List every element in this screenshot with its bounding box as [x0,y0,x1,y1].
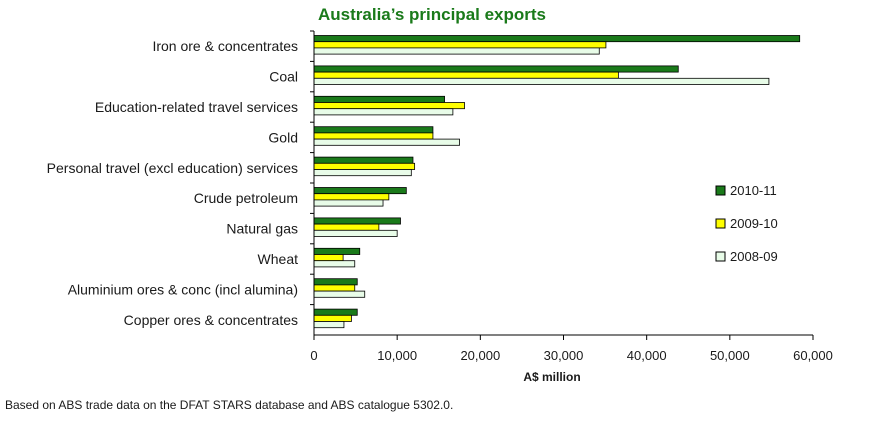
category-label: Aluminium ores & conc (incl alumina) [68,281,298,297]
x-tick-label: 50,000 [710,348,750,363]
category-label: Crude petroleum [194,190,298,206]
bar-gold-2009-10 [313,132,434,140]
bar-personal-travel-excl-education-services-2008-09 [313,169,412,177]
bar-coal-2008-09 [313,77,770,85]
bar-aluminium-ores-conc-incl-alumina-2008-09 [313,290,366,298]
x-tick-label: 60,000 [793,348,833,363]
bar-education-related-travel-services-2009-10 [313,102,465,110]
category-label: Gold [268,129,298,145]
category-label: Iron ore & concentrates [152,38,298,54]
bar-copper-ores-concentrates-2009-10 [313,314,352,322]
bar-gold-2008-09 [313,138,460,146]
source-footnote: Based on ABS trade data on the DFAT STAR… [5,398,454,412]
bar-education-related-travel-services-2008-09 [313,108,454,116]
bar-iron-ore-concentrates-2008-09 [313,47,600,55]
x-tick-label: 40,000 [627,348,667,363]
x-tick-label: 0 [310,348,317,363]
category-label: Copper ores & concentrates [124,312,298,328]
bar-wheat-2009-10 [313,254,344,262]
bar-copper-ores-concentrates-2010-11 [313,308,358,316]
plot-area: Iron ore & concentrates Coal Education-rel… [47,30,833,363]
legend-swatch-2010-11 [715,185,726,196]
bar-aluminium-ores-conc-incl-alumina-2009-10 [313,284,356,292]
category-label: Education-related travel services [95,99,298,115]
bar-personal-travel-excl-education-services-2009-10 [313,162,416,170]
bar-natural-gas-2009-10 [313,223,380,231]
bar-education-related-travel-services-2010-11 [313,95,445,103]
bar-personal-travel-excl-education-services-2010-11 [313,156,414,164]
bar-aluminium-ores-conc-incl-alumina-2010-11 [313,278,358,286]
bar-crude-petroleum-2009-10 [313,193,390,201]
x-axis-title: A$ million [523,370,580,384]
category-label: Wheat [258,251,299,267]
bar-crude-petroleum-2010-11 [313,187,407,195]
legend-label-2010-11: 2010-11 [730,183,777,198]
category-label: Coal [269,69,298,85]
bar-coal-2009-10 [313,71,619,79]
legend-label-2009-10: 2009-10 [730,216,778,231]
bar-natural-gas-2010-11 [313,217,401,225]
x-tick-label: 20,000 [460,348,500,363]
legend-swatch-2009-10 [715,218,726,229]
bar-iron-ore-concentrates-2009-10 [313,41,607,49]
bar-gold-2010-11 [313,126,434,134]
legend-swatch-2008-09 [715,251,726,262]
bar-natural-gas-2008-09 [313,229,398,237]
bar-wheat-2010-11 [313,247,361,255]
bar-iron-ore-concentrates-2010-11 [313,35,801,43]
bar-crude-petroleum-2008-09 [313,199,384,207]
legend-label-2008-09: 2008-09 [730,249,778,264]
x-tick-label: 30,000 [544,348,584,363]
category-label: Personal travel (excl education) service… [47,160,298,176]
chart-title: Australia’s principal exports [318,5,546,24]
bar-wheat-2008-09 [313,260,356,268]
x-tick-label: 10,000 [377,348,417,363]
bar-coal-2010-11 [313,65,679,73]
legend: 2010-11 2009-10 2008-09 [715,183,778,264]
category-label: Natural gas [226,221,298,237]
bar-copper-ores-concentrates-2008-09 [313,321,345,329]
